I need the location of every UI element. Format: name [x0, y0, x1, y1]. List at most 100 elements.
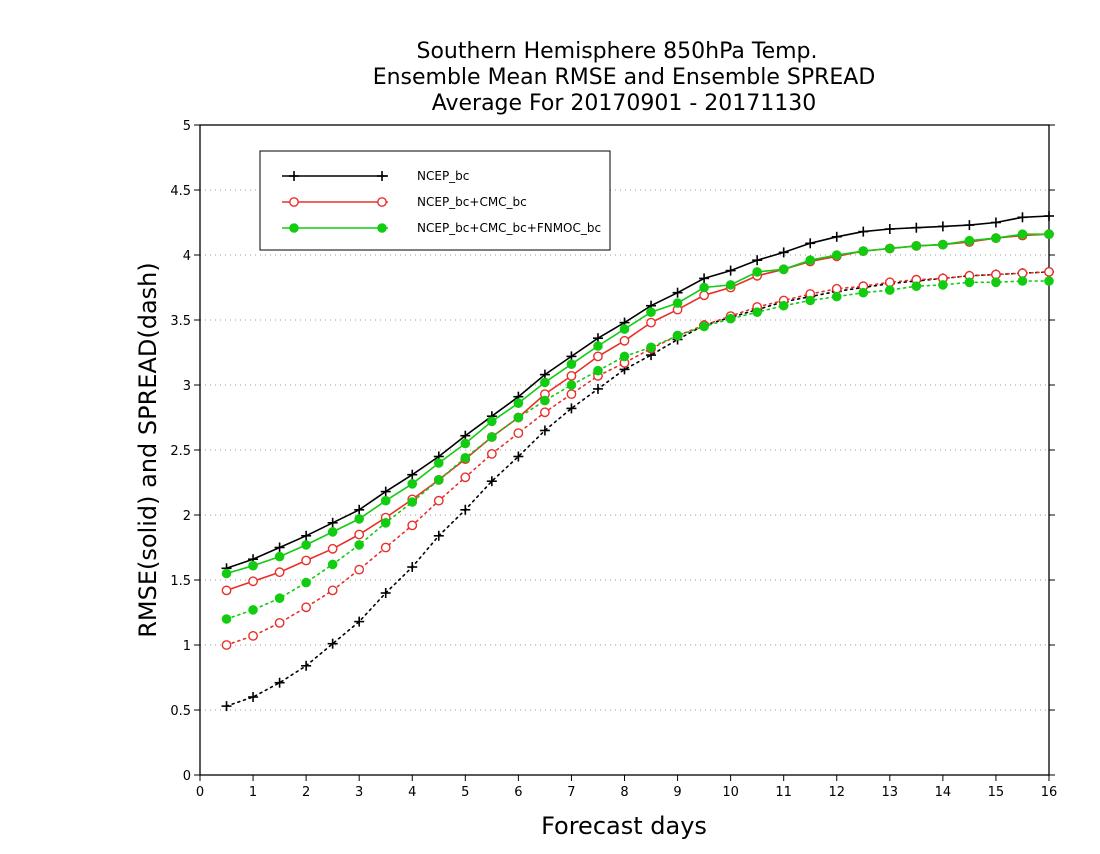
x-tick-label: 6: [514, 785, 522, 800]
legend-label-ncep-bc: NCEP_bc: [417, 169, 469, 183]
rmse-point-ncep-bc: [380, 486, 391, 497]
y-tick-label: 0: [183, 769, 191, 784]
chart-title-line-1: Southern Hemisphere 850hPa Temp.: [417, 39, 818, 64]
legend-marker-ncep-bc: [377, 171, 387, 181]
rmse-point-ncep-bc-cmc-bc-fnmoc-bc: [1044, 229, 1054, 239]
rmse-point-ncep-bc: [831, 231, 842, 242]
spread-point-ncep-bc-cmc-bc: [513, 428, 524, 438]
legend-box: [259, 150, 611, 251]
rmse-point-ncep-bc-cmc-bc: [274, 567, 285, 578]
rmse-point-ncep-bc-cmc-bc: [354, 529, 365, 540]
spread-point-ncep-bc-cmc-bc-fnmoc-bc: [301, 577, 311, 588]
rmse-point-ncep-bc: [699, 273, 710, 284]
x-tick-label: 3: [355, 785, 363, 800]
rmse-point-ncep-bc-cmc-bc: [248, 576, 258, 587]
rmse-point-ncep-bc-cmc-bc: [619, 335, 630, 346]
spread-point-ncep-bc: [248, 692, 259, 702]
rmse-point-ncep-bc: [407, 469, 418, 480]
rmse-point-ncep-bc: [884, 224, 895, 234]
spread-point-ncep-bc: [513, 451, 524, 462]
rmse-point-ncep-bc-cmc-bc-fnmoc-bc: [831, 250, 842, 260]
spread-point-ncep-bc-cmc-bc-fnmoc-bc: [540, 395, 550, 406]
spread-point-ncep-bc-cmc-bc: [354, 564, 365, 575]
x-tick-label: 11: [775, 785, 792, 800]
spread-point-ncep-bc-cmc-bc: [301, 602, 312, 613]
y-tick-label: 3: [183, 379, 191, 394]
x-tick-label: 8: [620, 785, 628, 800]
spread-point-ncep-bc: [221, 701, 232, 712]
spread-point-ncep-bc-cmc-bc: [248, 631, 258, 641]
rmse-point-ncep-bc-cmc-bc-fnmoc-bc: [672, 298, 683, 308]
spread-point-ncep-bc-cmc-bc-fnmoc-bc: [991, 277, 1001, 288]
rmse-point-ncep-bc-cmc-bc-fnmoc-bc: [593, 341, 603, 351]
rmse-line-ncep-bc-cmc-bc: [226, 233, 1050, 592]
spread-point-ncep-bc-cmc-bc-fnmoc-bc: [354, 540, 364, 550]
rmse-point-ncep-bc: [990, 217, 1001, 228]
spread-point-ncep-bc-cmc-bc-fnmoc-bc: [460, 452, 471, 463]
rmse-point-ncep-bc: [937, 221, 948, 232]
x-tick-label: 16: [1041, 785, 1058, 800]
y-tick-label: 4: [183, 249, 191, 264]
spread-point-ncep-bc-cmc-bc: [1044, 266, 1054, 277]
chart-title: Southern Hemisphere 850hPa Temp. Ensembl…: [373, 39, 876, 116]
spread-point-ncep-bc-cmc-bc-fnmoc-bc: [407, 497, 418, 507]
y-axis-title: RMSE(solid) and SPREAD(dash): [134, 262, 162, 638]
rmse-point-ncep-bc: [858, 226, 869, 237]
x-axis-title: Forecast days: [541, 812, 707, 840]
axes: 00.511.522.533.544.550 1 2 3 4 5 6 7 8 9 10 11 12 13 1…: [170, 119, 1057, 800]
spread-point-ncep-bc-cmc-bc: [831, 283, 842, 294]
spread-point-ncep-bc-cmc-bc-fnmoc-bc: [831, 291, 842, 302]
rmse-point-ncep-bc: [964, 220, 975, 231]
x-tick-label: 4: [408, 785, 416, 800]
spread-point-ncep-bc-cmc-bc-fnmoc-bc: [1044, 276, 1054, 286]
rmse-point-ncep-bc: [805, 238, 816, 249]
rmse-point-ncep-bc-cmc-bc-fnmoc-bc: [752, 267, 762, 277]
rmse-point-ncep-bc: [327, 517, 338, 528]
rmse-point-ncep-bc-cmc-bc-fnmoc-bc: [433, 458, 444, 468]
x-tick-label: 14: [935, 785, 952, 800]
rmse-point-ncep-bc-cmc-bc-fnmoc-bc: [858, 246, 869, 256]
spread-point-ncep-bc-cmc-bc: [540, 407, 550, 418]
x-tick-label: 0: [196, 785, 204, 800]
spread-point-ncep-bc-cmc-bc-fnmoc-bc: [433, 475, 444, 485]
x-tick-label: 12: [828, 785, 845, 800]
spread-point-ncep-bc: [301, 660, 312, 671]
rmse-point-ncep-bc-cmc-bc: [566, 370, 577, 381]
spread-point-ncep-bc: [486, 476, 497, 487]
rmse-point-ncep-bc-cmc-bc-fnmoc-bc: [778, 264, 789, 275]
rmse-point-ncep-bc-cmc-bc: [593, 351, 603, 362]
legend: NCEP_bc NCEP_bc+CMC_bc NCEP_bc+CMC_bc+FNMO…: [259, 150, 611, 251]
spread-point-ncep-bc-cmc-bc-fnmoc-bc: [858, 287, 869, 298]
rmse-point-ncep-bc-cmc-bc-fnmoc-bc: [540, 377, 550, 388]
rmse-point-ncep-bc-cmc-bc: [646, 317, 656, 328]
spread-point-ncep-bc-cmc-bc-fnmoc-bc: [487, 432, 497, 442]
rmse-point-ncep-bc: [778, 247, 789, 258]
spread-point-ncep-bc-cmc-bc: [566, 389, 577, 399]
spread-point-ncep-bc: [274, 677, 285, 688]
rmse-point-ncep-bc-cmc-bc: [301, 555, 312, 566]
y-tick-label: 0.5: [170, 704, 191, 719]
x-tick-label: 5: [461, 785, 469, 800]
spread-point-ncep-bc: [407, 562, 418, 572]
rmse-point-ncep-bc-cmc-bc-fnmoc-bc: [301, 540, 311, 550]
rmse-point-ncep-bc-cmc-bc-fnmoc-bc: [274, 551, 285, 562]
spread-point-ncep-bc-cmc-bc-fnmoc-bc: [566, 380, 577, 390]
rmse-point-ncep-bc: [301, 530, 312, 541]
x-tick-label: 15: [988, 785, 1005, 800]
spread-point-ncep-bc-cmc-bc-fnmoc-bc: [1017, 276, 1028, 286]
spread-point-ncep-bc-cmc-bc-fnmoc-bc: [911, 281, 922, 292]
series-ncep-bc-cmc-bc: [221, 229, 1054, 650]
spread-point-ncep-bc-cmc-bc: [1017, 268, 1028, 279]
spread-point-ncep-bc-cmc-bc: [884, 277, 895, 288]
spread-point-ncep-bc-cmc-bc: [460, 472, 471, 483]
x-tick-label: 1: [249, 785, 257, 800]
rmse-point-ncep-bc-cmc-bc-fnmoc-bc: [380, 495, 391, 506]
rmse-point-ncep-bc-cmc-bc-fnmoc-bc: [566, 359, 577, 370]
chart-title-line-2: Ensemble Mean RMSE and Ensemble SPREAD: [373, 65, 876, 90]
spread-point-ncep-bc-cmc-bc-fnmoc-bc: [274, 593, 285, 604]
chart-title-line-3: Average For 20170901 - 20171130: [432, 91, 817, 116]
x-tick-label: 10: [722, 785, 739, 800]
spread-point-ncep-bc-cmc-bc: [221, 640, 232, 650]
spread-point-ncep-bc-cmc-bc-fnmoc-bc: [885, 285, 895, 295]
